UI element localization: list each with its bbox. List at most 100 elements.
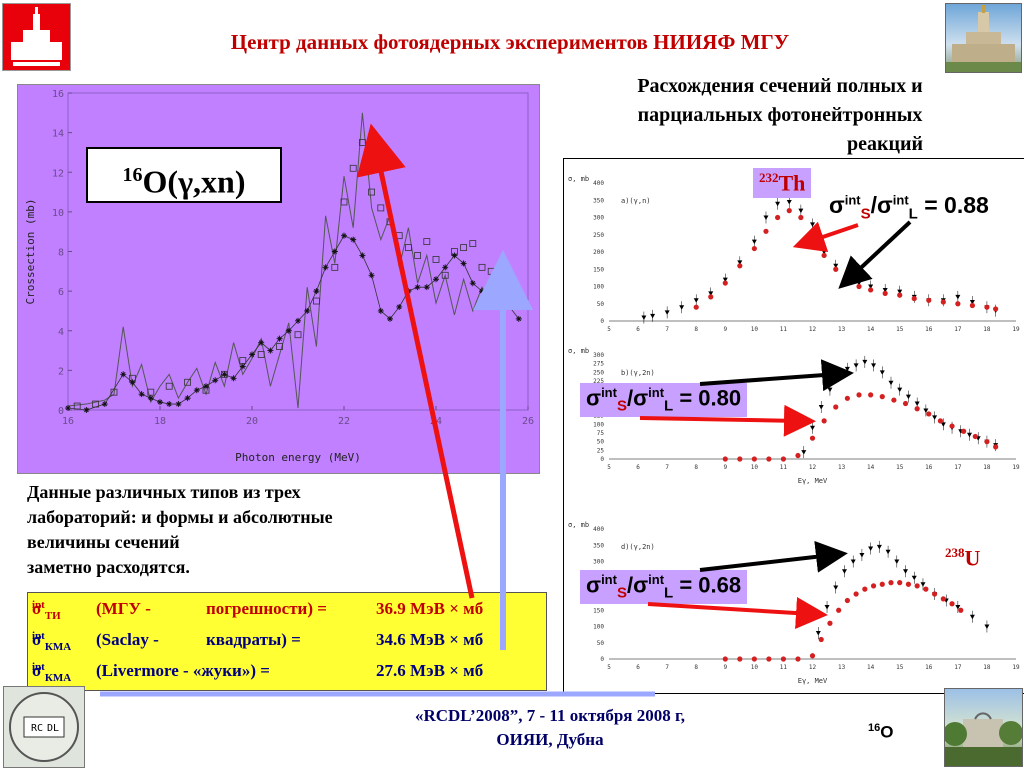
star-point [138, 391, 145, 398]
star-point [120, 371, 127, 378]
x-tick-label: 11 [780, 326, 788, 333]
mass-number: 16 [122, 164, 143, 186]
triangle-point [801, 450, 807, 455]
y-tick-label: 100 [593, 421, 604, 428]
triangle-point [882, 287, 888, 293]
red-dot-point [891, 397, 897, 403]
star-point [460, 260, 467, 267]
x-axis-label: Eγ, MeV [798, 477, 828, 485]
x-tick-label: 10 [751, 326, 759, 333]
square-point [276, 343, 284, 351]
square-point [331, 263, 339, 271]
star-point [276, 335, 283, 342]
star-point [101, 401, 108, 408]
red-arrow [356, 123, 475, 599]
y-axis-label: σ, mb [568, 175, 589, 183]
red-dot-point [766, 656, 772, 662]
red-pointer-d [647, 597, 828, 629]
red-pointer-b [639, 404, 816, 437]
x-tick-label: 9 [723, 464, 727, 471]
data-type: квадраты) = [206, 630, 301, 649]
x-axis-label: Eγ, MeV [798, 677, 828, 685]
integral-symbol: σ intТИ [32, 599, 61, 623]
triangle-point [679, 305, 685, 310]
red-dot-point [722, 456, 728, 462]
logo-text-left: RC [31, 723, 43, 734]
square-point [441, 271, 449, 279]
x-tick-label: 8 [694, 464, 698, 471]
red-dot-point [926, 411, 932, 417]
footer-line: ОИЯИ, Дубна [496, 730, 604, 749]
x-tick-label: 17 [954, 326, 962, 333]
o16-reaction-label: 16O(γ,xn) [86, 147, 282, 203]
star-point [423, 284, 430, 291]
square-point [432, 256, 440, 263]
integral-value: 27.6 МэВ × мб [376, 661, 484, 680]
star-point [147, 395, 154, 402]
triangle-point [751, 239, 757, 245]
y-tick-label: 350 [593, 542, 604, 549]
x-tick-label: 17 [954, 464, 962, 471]
square-point [349, 164, 357, 172]
triangle-point [641, 315, 647, 321]
rcdl-logo: RC DL [3, 686, 85, 768]
red-dot-point [821, 252, 827, 259]
red-dot-point [882, 290, 888, 296]
red-dot-point [879, 394, 885, 400]
y-tick-label: 0 [600, 318, 604, 325]
triangle-point [862, 359, 868, 365]
red-dot-point [949, 423, 955, 429]
x-tick-label: 5 [607, 326, 611, 333]
y-tick-label: 4 [58, 327, 64, 338]
x-tick-label: 19 [1012, 326, 1020, 333]
conference-footer: «RCDL’2008”, 7 - 11 октября 2008 г, ОИЯИ… [340, 704, 760, 752]
star-point [295, 317, 301, 324]
red-dot-point [827, 620, 833, 626]
y-tick-label: 300 [593, 352, 604, 359]
triangle-point [853, 363, 859, 368]
x-tick-label: 8 [694, 664, 698, 671]
y-tick-label: 8 [58, 248, 64, 259]
red-dot-point [722, 656, 728, 662]
x-tick-label: 13 [838, 326, 846, 333]
y-tick-label: 6 [58, 287, 64, 298]
y-tick-label: 250 [593, 232, 604, 239]
x-tick-label: 17 [954, 664, 962, 671]
red-dot-point [862, 586, 868, 592]
x-tick-label: 13 [838, 464, 846, 471]
text-line: лабораторий: и формы и абсолютные [27, 507, 333, 527]
star-point [469, 280, 476, 287]
jinr-photo [943, 688, 1023, 767]
star-point [166, 401, 173, 408]
red-dot-point [708, 294, 714, 300]
red-dot-point [969, 302, 975, 309]
section-title-line: реакций [846, 133, 924, 155]
star-point [396, 303, 403, 310]
element-label-u: 238U [945, 545, 981, 571]
x-tick-label: 22 [338, 416, 350, 427]
triangle-point [914, 401, 920, 407]
y-tick-label: 14 [52, 129, 64, 140]
red-dot-point [821, 418, 827, 424]
x-tick-label: 8 [694, 326, 698, 333]
x-tick-label: 9 [723, 664, 727, 671]
integral-value: 34.6 МэВ × мб [376, 630, 484, 649]
star-point [285, 327, 292, 334]
square-point [312, 297, 320, 305]
red-dot-point [937, 418, 944, 424]
red-dot-point [961, 428, 967, 434]
y-tick-label: 150 [593, 607, 604, 614]
red-dot-point [763, 228, 769, 234]
square-point [469, 240, 477, 247]
y-tick-label: 400 [593, 526, 604, 533]
x-tick-label: 7 [665, 464, 669, 471]
nucleus-tag: 16O [868, 722, 894, 742]
star-point [331, 248, 338, 255]
x-tick-label: 7 [665, 664, 669, 671]
x-tick-label: 18 [154, 416, 166, 427]
star-point [322, 264, 329, 271]
data-type: погрешности) = [206, 599, 327, 618]
lab-name: (МГУ - [96, 599, 151, 618]
red-dot-point [914, 406, 920, 412]
page-title: Центр данных фотоядерных экспериментов Н… [230, 30, 790, 54]
